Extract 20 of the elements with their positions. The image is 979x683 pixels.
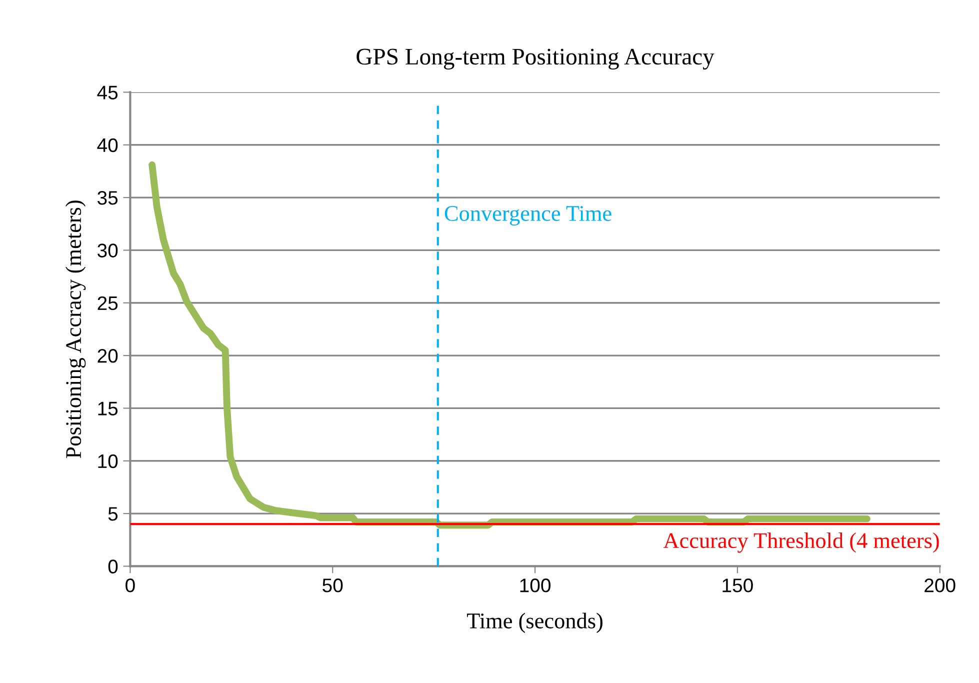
y-tick-label: 45 [97, 86, 118, 100]
y-tick-label: 15 [98, 402, 118, 416]
y-tick-label: 35 [98, 191, 118, 205]
chart-title: GPS Long-term Positioning Accuracy [356, 48, 714, 70]
x-tick-label: 200 [924, 578, 956, 592]
x-axis-title: Time (seconds) [467, 612, 602, 633]
x-tick-label: 100 [520, 578, 550, 592]
y-tick-label: 20 [98, 349, 118, 363]
y-tick-label: 25 [98, 296, 118, 310]
y-tick-label: 10 [98, 454, 118, 468]
y-tick-label: 0 [108, 560, 118, 574]
y-axis-title: Positioning Accracy (meters) [65, 200, 86, 458]
ref-line-label: Convergence Time [444, 206, 612, 226]
ref-line-label: Accuracy Threshold (4 meters) [663, 532, 939, 553]
x-tick-label: 150 [722, 578, 753, 592]
x-tick-label: 0 [126, 578, 135, 592]
y-tick-label: 30 [98, 244, 118, 258]
x-tick-label: 50 [322, 578, 343, 592]
y-tick-label: 40 [97, 138, 118, 152]
y-tick-label: 5 [108, 507, 118, 521]
